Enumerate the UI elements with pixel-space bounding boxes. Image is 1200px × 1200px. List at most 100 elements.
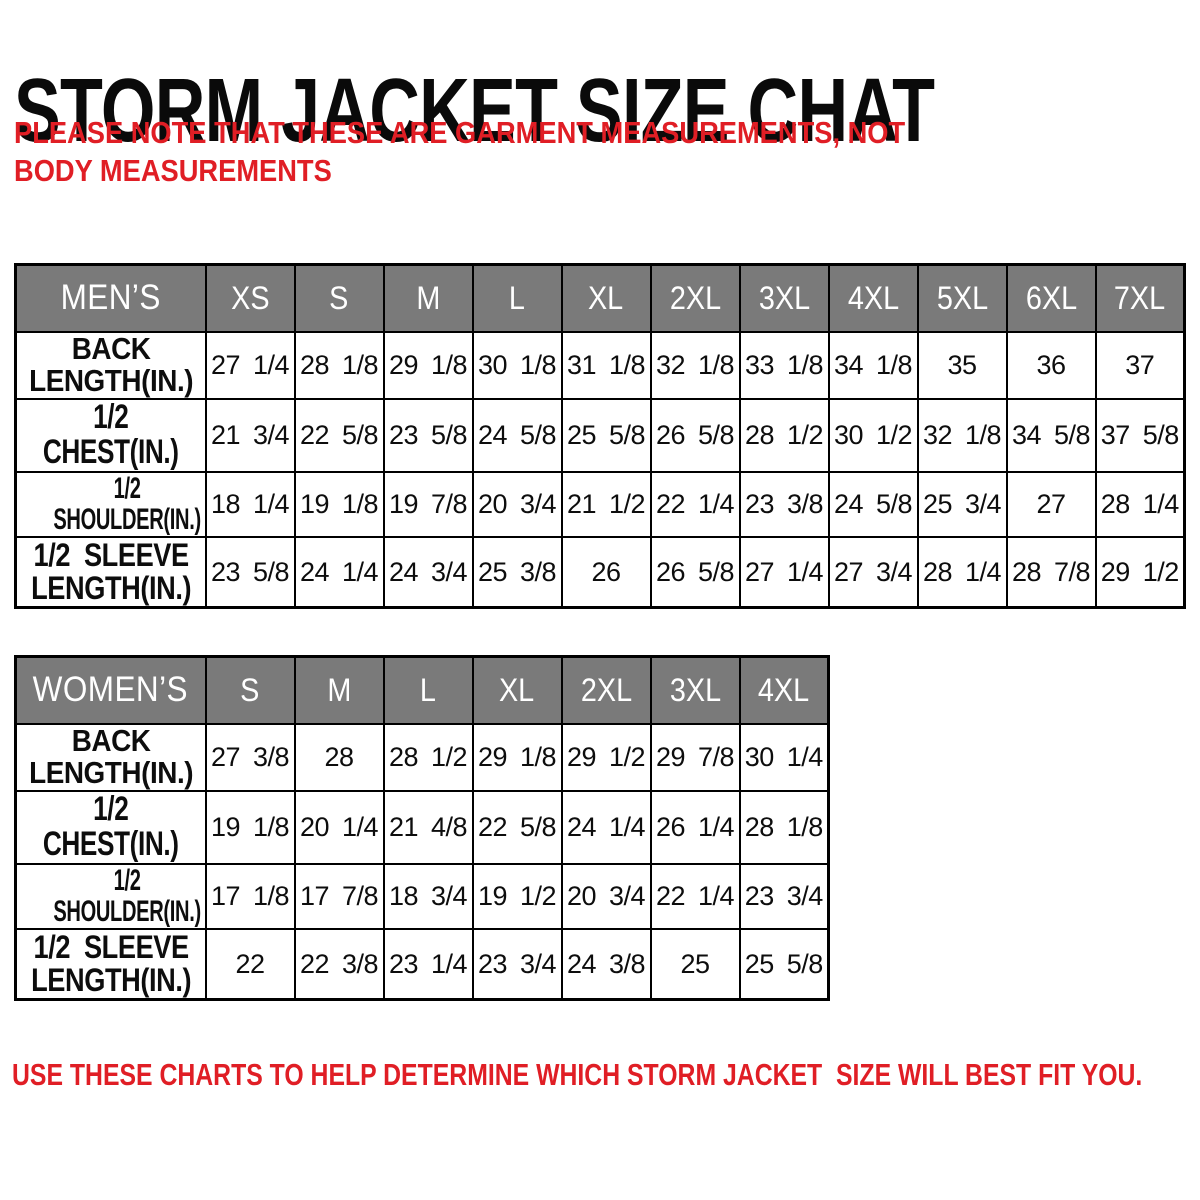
row-label-cell: 1/2 CHEST(IN.) [14, 397, 207, 473]
value-cell: 25 3/4 [916, 470, 1008, 538]
mens-half-chest-row: 1/2 CHEST(IN.) 21 3/4 22 5/8 23 5/8 24 5… [14, 397, 1186, 473]
value-cell: 28 7/8 [1005, 535, 1097, 609]
row-label: 1/2 SLEEVE LENGTH(IN.) [31, 536, 192, 607]
value-cell: 26 1/4 [649, 789, 741, 865]
row-label: 1/2 SHOULDER(IN.) [53, 471, 201, 537]
value-cell: 29 1/8 [382, 330, 474, 400]
mens-col-header-xl: XL [560, 263, 652, 333]
value-cell: 27 [1005, 470, 1097, 538]
value-cell: 25 3/8 [471, 535, 563, 609]
value-cell: 24 1/4 [560, 789, 652, 865]
value-cell: 27 3/4 [827, 535, 919, 609]
value-cell: 20 1/4 [293, 789, 385, 865]
mens-col-header-2xl: 2XL [649, 263, 741, 333]
womens-col-header-m: M [293, 655, 385, 725]
value-cell: 25 5/8 [738, 927, 830, 1001]
mens-col-header-4xl: 4XL [827, 263, 919, 333]
value-cell: 22 3/8 [293, 927, 385, 1001]
value-cell: 30 1/8 [471, 330, 563, 400]
womens-col-header-xl: XL [471, 655, 563, 725]
value-cell: 22 5/8 [471, 789, 563, 865]
value-cell: 20 3/4 [471, 470, 563, 538]
fit-advice-note: USE THESE CHARTS TO HELP DETERMINE WHICH… [12, 1057, 1143, 1092]
womens-size-table: WOMEN’S S M L XL 2XL 3XL 4XL BACK LENGTH… [14, 655, 830, 1002]
womens-table-title: WOMEN’S [33, 670, 189, 710]
value-cell: 24 1/4 [293, 535, 385, 609]
value-cell: 37 5/8 [1094, 397, 1186, 473]
value-cell: 24 5/8 [827, 470, 919, 538]
value-cell: 19 1/2 [471, 862, 563, 930]
womens-col-header-l: L [382, 655, 474, 725]
womens-back-length-row: BACK LENGTH(IN.) 27 3/8 28 28 1/2 29 1/8… [14, 722, 830, 792]
row-label: 1/2 SHOULDER(IN.) [53, 863, 201, 929]
value-cell: 22 1/4 [649, 470, 741, 538]
value-cell: 29 1/8 [471, 722, 563, 792]
page-title: STORM JACKET SIZE CHAT [14, 61, 935, 162]
value-cell: 37 [1094, 330, 1186, 400]
value-cell: 28 [293, 722, 385, 792]
value-cell: 24 3/4 [382, 535, 474, 609]
value-cell: 25 [649, 927, 741, 1001]
row-label-cell: 1/2 CHEST(IN.) [14, 789, 207, 865]
value-cell: 22 5/8 [293, 397, 385, 473]
value-cell: 23 1/4 [382, 927, 474, 1001]
womens-header-row: WOMEN’S S M L XL 2XL 3XL 4XL [14, 655, 830, 725]
mens-half-shoulder-row: 1/2 SHOULDER(IN.) 18 1/4 19 1/8 19 7/8 2… [14, 470, 1186, 538]
value-cell: 32 1/8 [649, 330, 741, 400]
value-cell: 28 1/4 [916, 535, 1008, 609]
mens-header-row: MEN’S XS S M L XL 2XL 3XL 4XL 5XL 6XL 7X… [14, 263, 1186, 333]
value-cell: 27 1/4 [738, 535, 830, 609]
value-cell: 17 1/8 [204, 862, 296, 930]
value-cell: 28 1/4 [1094, 470, 1186, 538]
value-cell: 34 5/8 [1005, 397, 1097, 473]
value-cell: 26 5/8 [649, 535, 741, 609]
value-cell: 23 3/4 [471, 927, 563, 1001]
value-cell: 23 5/8 [382, 397, 474, 473]
value-cell: 28 1/2 [382, 722, 474, 792]
row-label-cell: 1/2 SLEEVE LENGTH(IN.) [14, 535, 207, 609]
value-cell: 30 1/4 [738, 722, 830, 792]
value-cell: 23 3/4 [738, 862, 830, 930]
mens-col-header-7xl: 7XL [1094, 263, 1186, 333]
row-label-cell: 1/2 SHOULDER(IN.) [14, 470, 207, 538]
womens-col-header-2xl: 2XL [560, 655, 652, 725]
value-cell: 29 1/2 [1094, 535, 1186, 609]
garment-measurement-note: PLEASE NOTE THAT THESE ARE GARMENT MEASU… [14, 115, 906, 189]
value-cell: 20 3/4 [560, 862, 652, 930]
value-cell: 18 3/4 [382, 862, 474, 930]
value-cell: 23 3/8 [738, 470, 830, 538]
value-cell: 22 1/4 [649, 862, 741, 930]
value-cell: 22 [204, 927, 296, 1001]
row-label: BACK LENGTH(IN.) [28, 331, 193, 399]
row-label: 1/2 CHEST(IN.) [42, 790, 179, 864]
womens-half-chest-row: 1/2 CHEST(IN.) 19 1/8 20 1/4 21 4/8 22 5… [14, 789, 830, 865]
value-cell: 26 [560, 535, 652, 609]
value-cell: 24 3/8 [560, 927, 652, 1001]
value-cell: 19 1/8 [204, 789, 296, 865]
womens-col-header-4xl: 4XL [738, 655, 830, 725]
mens-col-header-l: L [471, 263, 563, 333]
value-cell: 24 5/8 [471, 397, 563, 473]
value-cell: 17 7/8 [293, 862, 385, 930]
mens-half-sleeve-row: 1/2 SLEEVE LENGTH(IN.) 23 5/8 24 1/4 24 … [14, 535, 1186, 609]
value-cell: 19 1/8 [293, 470, 385, 538]
value-cell: 25 5/8 [560, 397, 652, 473]
value-cell: 27 3/8 [204, 722, 296, 792]
value-cell: 18 1/4 [204, 470, 296, 538]
value-cell: 34 1/8 [827, 330, 919, 400]
value-cell: 30 1/2 [827, 397, 919, 473]
womens-col-header-3xl: 3XL [649, 655, 741, 725]
row-label-cell: 1/2 SLEEVE LENGTH(IN.) [14, 927, 207, 1001]
womens-col-header-s: S [204, 655, 296, 725]
row-label-cell: 1/2 SHOULDER(IN.) [14, 862, 207, 930]
mens-col-header-xs: XS [204, 263, 296, 333]
value-cell: 27 1/4 [204, 330, 296, 400]
value-cell: 32 1/8 [916, 397, 1008, 473]
mens-back-length-row: BACK LENGTH(IN.) 27 1/4 28 1/8 29 1/8 30… [14, 330, 1186, 400]
value-cell: 28 1/8 [738, 789, 830, 865]
row-label-cell: BACK LENGTH(IN.) [14, 330, 207, 400]
value-cell: 28 1/8 [293, 330, 385, 400]
value-cell: 19 7/8 [382, 470, 474, 538]
row-label: 1/2 CHEST(IN.) [42, 398, 179, 472]
